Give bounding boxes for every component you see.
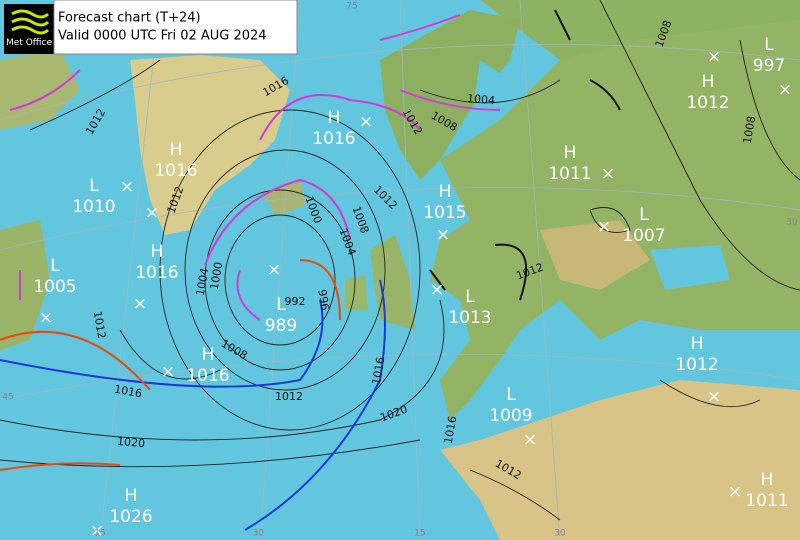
chart-title: Forecast chart (T+24) — [58, 11, 201, 26]
pressure-type: H — [691, 334, 704, 354]
pressure-value: 1010 — [72, 197, 115, 217]
centre-marker: × — [778, 80, 792, 100]
fronts — [0, 9, 621, 531]
pressure-type: L — [639, 205, 649, 225]
centre-marker: × — [523, 430, 537, 450]
isobar-label: 1020 — [117, 435, 146, 450]
centre-marker: × — [436, 225, 450, 245]
pressure-type: L — [764, 35, 774, 55]
pressure-type: H — [328, 108, 341, 128]
graticule-label: 30 — [786, 218, 798, 228]
isobar-label: 1016 — [370, 356, 388, 386]
centre-marker: × — [707, 387, 721, 407]
pressure-type: L — [89, 176, 99, 196]
pressure-type: H — [761, 470, 774, 490]
centre-marker: × — [728, 482, 742, 502]
graticule-label: 45 — [2, 393, 13, 403]
pressure-type: H — [151, 242, 164, 262]
pressure-value: 1011 — [745, 491, 788, 511]
pressure-type: H — [202, 345, 215, 365]
pressure-type: H — [564, 143, 577, 163]
valid-time: Valid 0000 UTC Fri 02 AUG 2024 — [58, 29, 267, 44]
isobar-label: 1012 — [91, 310, 109, 340]
pressure-type: H — [170, 140, 183, 160]
centre-marker: × — [120, 177, 134, 197]
centre-marker: × — [161, 362, 175, 382]
isobar-label: 1000 — [208, 261, 226, 291]
pressure-value: 1016 — [312, 129, 355, 149]
pressure-type: H — [702, 72, 715, 92]
centre-marker: × — [359, 112, 373, 132]
graticule-label: 15 — [94, 529, 105, 539]
pressure-value: 1007 — [622, 226, 665, 246]
pressure-value: 1009 — [489, 406, 532, 426]
isobar-label: 1004 — [194, 267, 212, 297]
isobar-label: 996 — [315, 288, 331, 311]
pressure-value: 1015 — [423, 203, 466, 223]
centre-marker: × — [707, 47, 721, 67]
isobar-label: 1016 — [113, 383, 143, 401]
pressure-value: 1012 — [675, 355, 718, 375]
centre-marker: × — [39, 308, 53, 328]
centre-marker: × — [430, 280, 444, 300]
pressure-type: L — [465, 287, 475, 307]
pressure-value: 1026 — [109, 507, 152, 527]
isobar-label: 1008 — [741, 115, 759, 145]
centre-marker: × — [90, 521, 104, 540]
logo-text: Met Office — [6, 38, 52, 48]
isobar-label: 1012 — [275, 390, 303, 403]
graticule-label: 30 — [554, 529, 566, 539]
pressure-value: 1011 — [548, 164, 591, 184]
centre-marker: × — [267, 260, 281, 280]
pressure-value: 1016 — [135, 263, 178, 283]
pressure-value: 1012 — [686, 93, 729, 113]
pressure-type: L — [276, 295, 286, 315]
header-box — [53, 0, 298, 55]
centre-marker: × — [145, 203, 159, 223]
pressure-type: L — [50, 256, 60, 276]
pressure-value: 1013 — [448, 308, 491, 328]
pressure-type: H — [125, 486, 138, 506]
pressure-type: H — [439, 182, 452, 202]
isobar-label: 992 — [285, 295, 306, 308]
isobar-label: 1016 — [442, 415, 460, 445]
graticule-label: 30 — [252, 529, 264, 539]
pressure-value: 1016 — [186, 366, 229, 386]
graticule-label: 15 — [414, 529, 425, 539]
pressure-type: L — [506, 385, 516, 405]
isobar-label: 1004 — [467, 92, 496, 107]
graticule-label: 75 — [346, 2, 357, 12]
centre-marker: × — [601, 164, 615, 184]
logo: Met Office — [4, 4, 54, 54]
pressure-value: 1016 — [154, 161, 197, 181]
centre-marker: × — [133, 294, 147, 314]
pressure-value: 997 — [753, 56, 785, 76]
pressure-value: 989 — [265, 316, 297, 336]
pressure-value: 1005 — [33, 277, 76, 297]
centre-marker: × — [597, 217, 611, 237]
